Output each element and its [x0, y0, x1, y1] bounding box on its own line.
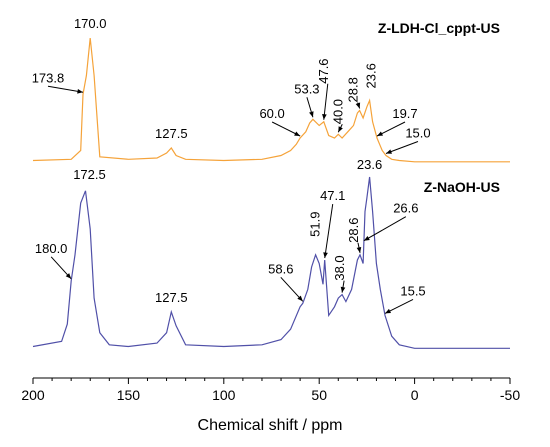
- annotation-arrow: [363, 216, 407, 242]
- annotation-arrow: [47, 85, 84, 93]
- peak-label: 15.5: [400, 283, 425, 298]
- series-label-1: Z-LDH-Cl_cppt-US: [378, 20, 500, 36]
- annotation-arrowhead: [65, 273, 72, 279]
- x-tick-label: -50: [500, 387, 520, 403]
- x-axis-title: Chemical shift / ppm: [198, 417, 343, 434]
- annotation-arrowhead: [294, 131, 301, 136]
- peak-label: 28.8: [346, 77, 361, 102]
- peak-label: 173.8: [32, 70, 65, 85]
- annotation-arrowhead: [322, 113, 327, 120]
- peak-annotations: 170.0173.8127.560.053.347.640.028.823.61…: [32, 16, 431, 314]
- peak-label: 53.3: [294, 81, 319, 96]
- x-tick-label: 50: [311, 387, 327, 403]
- series-line-2: [32, 176, 510, 349]
- annotation-arrow: [323, 83, 329, 120]
- annotation-arrow: [385, 141, 419, 154]
- peak-label: 40.0: [330, 99, 345, 124]
- peak-label: 60.0: [259, 106, 284, 121]
- annotation-arrowhead: [385, 308, 392, 314]
- peak-label: 180.0: [35, 241, 68, 256]
- peak-label: 127.5: [155, 290, 188, 305]
- peak-label: 38.0: [332, 255, 347, 280]
- x-tick-label: 200: [21, 387, 45, 403]
- peak-label: 23.6: [364, 63, 379, 88]
- annotation-arrowhead: [297, 295, 303, 302]
- x-tick-label: 0: [411, 387, 419, 403]
- peak-label: 172.5: [73, 167, 106, 182]
- x-axis: 200 150 100 50 0 -50: [21, 377, 520, 403]
- x-tick-label: 150: [117, 387, 141, 403]
- peak-label: 170.0: [74, 16, 107, 31]
- annotation-arrowhead: [323, 252, 328, 259]
- peak-label: 26.6: [393, 201, 418, 216]
- annotation-arrowhead: [355, 102, 361, 109]
- annotation-arrowhead: [385, 149, 392, 154]
- annotation-arrowhead: [338, 126, 343, 133]
- peak-label: 28.6: [346, 218, 361, 243]
- peak-label: 58.6: [268, 261, 293, 276]
- annotation-arrowhead: [377, 131, 384, 136]
- series-line-1: [32, 37, 510, 163]
- annotation-arrowhead: [309, 111, 314, 118]
- x-tick-label: 100: [212, 387, 236, 403]
- series-label-2: Z-NaOH-US: [424, 179, 500, 195]
- peak-label: 15.0: [405, 126, 430, 141]
- annotation-arrow: [324, 203, 334, 259]
- annotation-arrowhead: [77, 89, 83, 94]
- series-labels: Z-LDH-Cl_cppt-US Z-NaOH-US: [378, 20, 500, 195]
- annotation-arrowhead: [340, 286, 346, 293]
- peak-label: 19.7: [392, 106, 417, 121]
- spectrum-traces: [32, 37, 510, 349]
- peak-label: 47.6: [316, 58, 331, 83]
- peak-label: 127.5: [155, 126, 188, 141]
- peak-label: 47.1: [320, 188, 345, 203]
- peak-label: 51.9: [308, 212, 323, 237]
- annotation-arrowhead: [356, 246, 362, 253]
- peak-label: 23.6: [357, 157, 382, 172]
- annotation-arrowhead: [363, 235, 370, 241]
